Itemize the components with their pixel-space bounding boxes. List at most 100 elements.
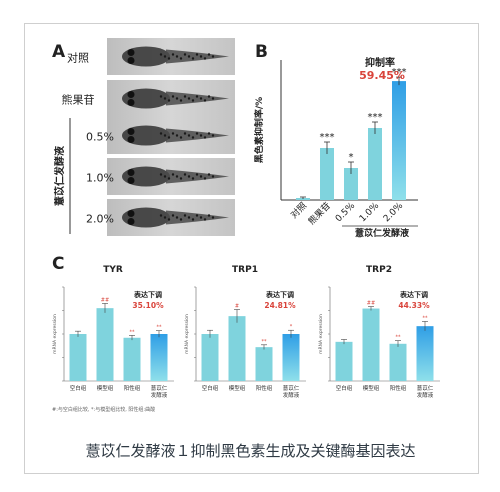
- x-tick-label: 模型组: [97, 384, 114, 392]
- pigment-spot: [199, 134, 203, 137]
- bar: [282, 334, 300, 381]
- pigment-spot: [211, 175, 215, 178]
- significance-mark: *: [349, 152, 354, 163]
- fish-body: [166, 49, 229, 64]
- chart-title: TRP2: [366, 265, 392, 275]
- annotation-value: 59.45%: [359, 69, 405, 82]
- y-axis-label: mRNA expression: [184, 314, 190, 354]
- fish-body: [166, 91, 229, 106]
- x-tick-label: 发酵液: [417, 391, 434, 399]
- x-tick-label: 阳性组: [124, 384, 141, 392]
- pigment-spot: [191, 136, 195, 139]
- pigment-spot: [167, 57, 171, 60]
- pigment-spot: [191, 57, 195, 60]
- x-tick-label: 发酵液: [151, 391, 168, 399]
- pigment-spot: [163, 216, 167, 219]
- fish-body: [166, 210, 229, 225]
- pigment-spot: [199, 97, 203, 100]
- x-tick-label: 模型组: [229, 384, 246, 392]
- pigment-spot: [191, 177, 195, 180]
- pigment-spot: [187, 216, 191, 219]
- pigment-spot: [179, 177, 183, 180]
- pigment-spot: [175, 175, 179, 178]
- significance-mark: **: [130, 329, 136, 335]
- pigment-spot: [207, 173, 211, 176]
- chart-title: TYR: [103, 265, 123, 275]
- pigment-spot: [207, 214, 211, 217]
- fish-eye: [127, 57, 135, 64]
- pigment-spot: [199, 216, 203, 219]
- pigment-spot: [159, 132, 163, 135]
- bar: [416, 326, 434, 381]
- x-tick-label: 1.0%: [358, 201, 382, 225]
- pigment-spot: [179, 99, 183, 102]
- pigment-spot: [179, 136, 183, 139]
- annotation-title: 表达下调: [265, 290, 294, 299]
- bar: [201, 334, 219, 381]
- x-tick-label: 空白组: [202, 384, 219, 392]
- significance-mark: #: [235, 304, 239, 310]
- pigment-spot: [171, 132, 175, 135]
- melanin-inhibition-chart: 黑色素抑制率/% 对照 *** 熊果苷 * 0.5% *** 1.0% *** 2.0% 薏苡仁发酵…: [253, 56, 418, 239]
- annotation-value: 35.10%: [132, 301, 164, 310]
- pigment-spot: [207, 53, 211, 56]
- fish-eye: [127, 91, 135, 98]
- bar: [320, 148, 334, 200]
- zebrafish-row-label: 0.5%: [86, 131, 114, 144]
- x-tick-label: 熊果苷: [306, 200, 334, 228]
- panel-c-letter: C: [52, 254, 64, 274]
- pigment-spot: [195, 214, 199, 217]
- significance-mark: **: [423, 315, 429, 321]
- zebrafish-image: [107, 117, 235, 154]
- significance-mark: ##: [101, 297, 109, 303]
- pigment-spot: [159, 95, 163, 98]
- pigment-spot: [203, 99, 207, 102]
- figure-caption: 薏苡仁发酵液１抑制黑色素生成及关键酶基因表达: [85, 442, 416, 460]
- x-tick-label: 对照: [288, 200, 309, 221]
- bar: [344, 168, 358, 200]
- pigment-spot: [179, 218, 183, 221]
- fish-eye: [127, 210, 135, 217]
- pigment-spot: [207, 132, 211, 135]
- zebrafish-image: [107, 158, 235, 195]
- gene-chart: TRP2 mRNA expression 空白组 ## 模型组 ** 阳性组 ** 薏苡仁发酵液…: [318, 265, 440, 399]
- pigment-spot: [159, 173, 163, 176]
- y-axis-label: mRNA expression: [318, 314, 324, 354]
- pigment-spot: [175, 134, 179, 137]
- x-tick-label: 阳性组: [256, 384, 273, 392]
- bar: [123, 337, 141, 381]
- pigment-spot: [163, 175, 167, 178]
- gene-chart: TYR mRNA expression 空白组 ## 模型组 ** 阳性组 ** 薏苡仁发酵液 表…: [52, 265, 174, 399]
- pigment-spot: [207, 95, 211, 98]
- pigment-spot: [167, 99, 171, 102]
- x-tick-label: 薏苡仁: [151, 384, 168, 392]
- significance-mark: **: [396, 335, 402, 341]
- pigment-spot: [195, 95, 199, 98]
- fish-eye: [127, 136, 135, 143]
- pigment-spot: [159, 214, 163, 217]
- footnote: #:与空白组比较, *:与模型组比较, 阳性组:曲酸: [52, 406, 155, 413]
- zebrafish-row-label: 2.0%: [86, 213, 114, 226]
- pigment-spot: [175, 97, 179, 100]
- pigment-spot: [203, 218, 207, 221]
- annotation-title: 表达下调: [399, 290, 428, 299]
- x-tick-label: 阳性组: [390, 384, 407, 392]
- pigment-spot: [211, 216, 215, 219]
- fish-eye: [127, 49, 135, 56]
- gene-expression-charts: TYR mRNA expression 空白组 ## 模型组 ** 阳性组 ** 薏苡仁发酵液 表…: [52, 265, 440, 399]
- x-tick-label: 薏苡仁: [417, 384, 434, 392]
- pigment-spot: [211, 134, 215, 137]
- bar: [255, 347, 273, 381]
- pigment-spot: [199, 55, 203, 58]
- x-tick-label: 空白组: [70, 384, 87, 392]
- fish-eye: [127, 99, 135, 106]
- pigment-spot: [195, 173, 199, 176]
- fish-eye: [127, 177, 135, 184]
- bar: [150, 334, 168, 381]
- x-tick-label: 发酵液: [283, 391, 300, 399]
- x-tick-label: 薏苡仁: [283, 384, 300, 392]
- group-label: 薏苡仁发酵液: [355, 227, 410, 239]
- bar: [389, 343, 407, 381]
- pigment-spot: [183, 214, 187, 217]
